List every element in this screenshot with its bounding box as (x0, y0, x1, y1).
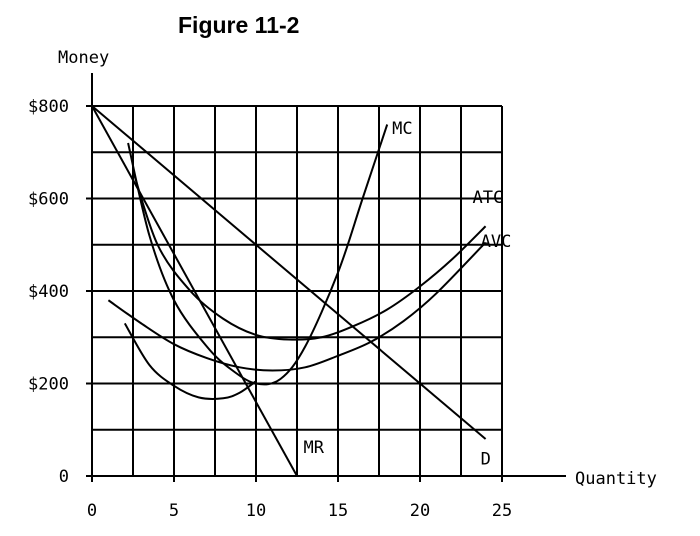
series-mr-line (91, 105, 298, 477)
y-tick-label: $400 (28, 282, 69, 302)
series-group (91, 105, 487, 477)
series-mc-line (127, 124, 389, 386)
y-tick-label: 0 (59, 467, 69, 487)
axes (86, 73, 566, 482)
x-tick-label: 15 (328, 501, 348, 521)
x-tick-label: 10 (246, 501, 266, 521)
x-tick-label: 25 (492, 501, 512, 521)
series-unlabeled-line-5 (123, 322, 257, 400)
y-tick-label: $600 (28, 190, 69, 210)
grid (92, 105, 503, 476)
line-label-d: D (481, 449, 491, 469)
y-tick-label: $200 (28, 375, 69, 395)
line-labels: MC ATC AVC MR D (304, 119, 512, 470)
y-tick-label: $800 (28, 97, 69, 117)
series-atc-line (132, 170, 487, 341)
x-tick-label: 0 (87, 501, 97, 521)
x-tick-label: 5 (169, 501, 179, 521)
chart-title: Figure 11-2 (178, 12, 299, 38)
x-tick-label: 20 (410, 501, 430, 521)
line-label-avc: AVC (481, 232, 512, 252)
line-label-mc: MC (392, 119, 412, 139)
y-axis-label: Money (58, 48, 109, 68)
line-label-mr: MR (304, 438, 325, 458)
series-d-line (91, 105, 487, 440)
series-avc-line (107, 241, 487, 372)
x-axis-label: Quantity (575, 469, 657, 489)
line-label-atc: ATC (472, 188, 503, 208)
tick-labels: 0 5 10 15 20 25 0 $200 $400 $600 $800 (28, 97, 512, 521)
